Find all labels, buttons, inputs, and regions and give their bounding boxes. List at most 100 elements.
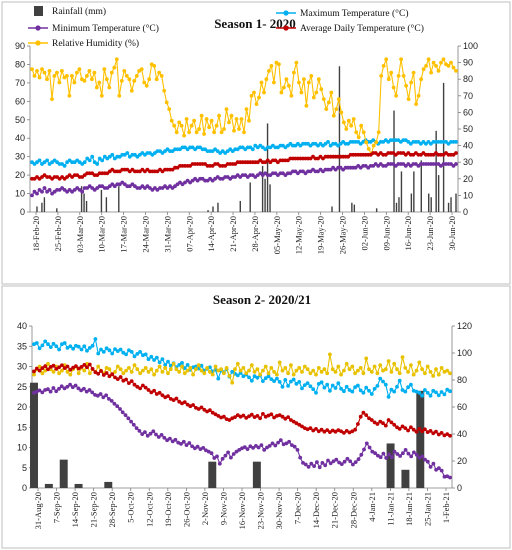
data-point <box>263 364 268 369</box>
data-point <box>320 461 325 465</box>
data-point <box>95 393 100 398</box>
y2-tick-label: 80 <box>457 375 467 385</box>
data-point <box>48 345 53 349</box>
x-tick-label: 14-Sep-20 <box>70 492 80 527</box>
data-point <box>242 445 247 449</box>
data-point <box>206 449 211 454</box>
data-point <box>231 452 236 456</box>
data-point <box>417 427 422 431</box>
rainfall-bar <box>430 197 432 212</box>
rainfall-bar <box>83 193 85 212</box>
data-point <box>30 67 34 72</box>
x-tick-label: 25-Jan-21 <box>422 492 432 526</box>
legend-swatch-marker <box>283 10 289 16</box>
y-tick-label: 0 <box>22 483 27 493</box>
legend-item: Relative Humidity (%) <box>28 38 139 49</box>
data-point <box>101 373 106 377</box>
data-point <box>99 347 103 352</box>
data-point <box>384 57 389 62</box>
data-point <box>57 347 61 352</box>
data-point <box>114 57 119 62</box>
x-tick-label: 2-Nov-20 <box>200 492 210 525</box>
data-point <box>369 370 374 374</box>
data-point <box>68 372 73 377</box>
data-point <box>60 363 64 368</box>
data-point <box>316 382 321 386</box>
data-point <box>115 349 120 353</box>
data-point <box>416 93 421 98</box>
data-point <box>316 77 321 82</box>
data-point <box>366 147 371 151</box>
data-point <box>267 69 271 73</box>
data-point <box>454 140 458 144</box>
data-point <box>154 77 159 82</box>
data-point <box>68 344 73 349</box>
data-point <box>372 420 377 425</box>
data-point <box>431 60 436 65</box>
data-point <box>132 382 137 387</box>
y-tick-label: 70 <box>15 78 25 88</box>
data-point <box>311 95 316 100</box>
data-point <box>448 475 452 480</box>
data-point <box>454 151 458 155</box>
data-point <box>378 363 383 367</box>
data-point <box>240 173 245 178</box>
data-point <box>333 370 338 374</box>
data-point <box>157 364 162 369</box>
data-point <box>261 412 265 416</box>
data-point <box>160 370 165 374</box>
series-average-daily-temperature-c <box>30 151 458 181</box>
data-point <box>35 191 39 196</box>
data-point <box>124 377 128 382</box>
data-point <box>154 432 158 437</box>
data-point <box>126 381 131 385</box>
data-point <box>316 366 321 370</box>
x-tick-label: 30-Jun-20 <box>447 216 457 250</box>
data-point <box>43 364 48 368</box>
data-point <box>42 70 47 75</box>
data-point <box>71 346 75 351</box>
data-point <box>154 368 159 373</box>
data-point <box>118 407 122 411</box>
data-point <box>113 347 117 351</box>
data-point <box>135 384 140 389</box>
data-point <box>143 385 148 390</box>
data-point <box>37 364 42 369</box>
data-point <box>411 140 416 144</box>
data-point <box>261 379 265 383</box>
data-point <box>113 375 117 380</box>
y-tick-label: 10 <box>15 189 25 199</box>
y2-tick-label: 60 <box>457 402 467 412</box>
data-point <box>46 361 50 366</box>
x-tick-label: 05-May-20 <box>272 216 282 254</box>
data-point <box>411 162 416 166</box>
data-point <box>177 399 182 404</box>
data-point <box>286 415 290 419</box>
data-point <box>308 371 313 376</box>
data-point <box>226 450 231 455</box>
data-point <box>45 77 49 82</box>
data-point <box>336 364 341 369</box>
data-point <box>146 388 151 392</box>
data-point <box>96 371 101 376</box>
data-point <box>144 83 149 88</box>
data-point <box>262 448 267 452</box>
data-point <box>400 388 405 392</box>
data-point <box>122 69 127 73</box>
data-point <box>162 88 167 93</box>
data-point <box>373 451 377 456</box>
data-point <box>99 369 103 373</box>
data-point <box>107 374 112 379</box>
data-point <box>90 390 95 395</box>
data-point <box>312 464 316 468</box>
data-point <box>51 363 56 368</box>
data-point <box>252 370 257 374</box>
x-tick-label: 28-Sep-20 <box>107 492 117 527</box>
data-point <box>344 127 349 131</box>
data-point <box>420 393 424 398</box>
data-point <box>350 429 355 434</box>
data-point <box>367 445 372 450</box>
x-tick-label: 21-Dec-20 <box>330 492 340 528</box>
data-point <box>159 74 164 78</box>
data-point <box>315 460 319 464</box>
